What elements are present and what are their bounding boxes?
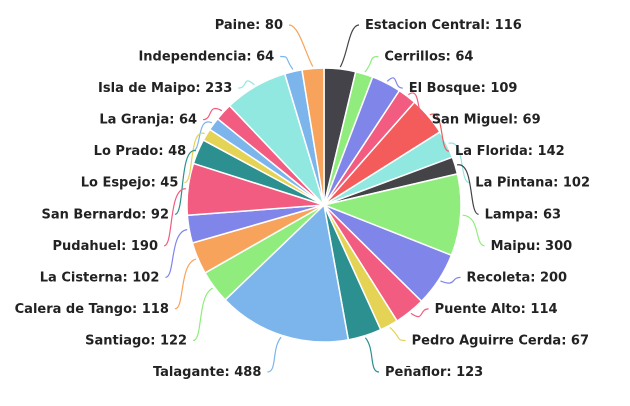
leader-line-la-granja <box>202 108 223 121</box>
leader-line-paine <box>288 24 314 67</box>
leader-line-cerrillos <box>364 55 379 73</box>
data-label-la-florida: La Florida: 142 <box>455 144 565 159</box>
leader-line-pedro-aguirre-cerda <box>389 326 406 342</box>
data-label-san-miguel: San Miguel: 69 <box>432 113 541 128</box>
data-label-penaflor: Peñaflor: 123 <box>385 365 483 380</box>
leader-line-isla-de-maipo <box>238 80 255 89</box>
data-label-lo-prado: Lo Prado: 48 <box>94 144 187 159</box>
data-label-la-pintana: La Pintana: 102 <box>475 176 590 191</box>
data-label-lampa: Lampa: 63 <box>485 207 561 222</box>
data-label-independencia: Independencia: 64 <box>138 50 274 65</box>
leader-line-estacion-central <box>339 24 360 68</box>
leader-line-la-pintana <box>448 142 470 184</box>
data-label-santiago: Santiago: 122 <box>85 334 187 349</box>
data-label-puente-alto: Puente Alto: 114 <box>435 302 558 317</box>
leader-line-el-bosque <box>386 77 403 89</box>
leader-line-san-bernardo <box>174 150 197 215</box>
leader-line-penaflor <box>364 337 380 373</box>
leader-line-lo-espejo <box>184 132 205 184</box>
data-label-maipu: Maipu: 300 <box>491 239 573 254</box>
leader-line-la-cisterna <box>165 229 188 278</box>
leader-line-puente-alto <box>410 308 429 318</box>
data-label-san-bernardo: San Bernardo: 92 <box>41 207 169 222</box>
data-label-estacion-central: Estacion Central: 116 <box>365 18 522 33</box>
leader-line-santiago <box>192 287 214 342</box>
pie-labels: Estacion Central: 116 Cerrillos: 64 El Bos… <box>15 18 590 380</box>
leader-line-maipu <box>462 214 485 247</box>
data-label-recoleta: Recoleta: 200 <box>467 270 568 285</box>
leader-line-calera-de-tango <box>174 258 197 310</box>
leader-line-recoleta <box>440 276 461 284</box>
data-label-el-bosque: El Bosque: 109 <box>409 81 518 96</box>
data-label-la-cisterna: La Cisterna: 102 <box>40 270 160 285</box>
pie-slice-talagante[interactable] <box>224 203 350 343</box>
data-label-lo-espejo: Lo Espejo: 45 <box>81 176 179 191</box>
pie-slice-maipu[interactable] <box>321 172 462 257</box>
data-label-pedro-aguirre-cerda: Pedro Aguirre Cerda: 67 <box>412 334 589 349</box>
leader-line-san-miguel <box>408 92 426 121</box>
data-label-isla-de-maipo: Isla de Maipo: 233 <box>98 81 232 96</box>
leader-line-la-florida <box>429 113 450 152</box>
leader-line-independencia <box>280 55 294 70</box>
data-label-talagante: Talagante: 488 <box>153 365 261 380</box>
pie-leader-lines <box>163 24 485 373</box>
data-label-paine: Paine: 80 <box>215 18 283 33</box>
pie-slices <box>186 67 462 343</box>
data-label-calera-de-tango: Calera de Tango: 118 <box>15 302 169 317</box>
leader-line-pudahuel <box>163 188 187 247</box>
leader-line-talagante <box>267 336 282 373</box>
data-label-pudahuel: Pudahuel: 190 <box>52 239 158 254</box>
data-label-la-granja: La Granja: 64 <box>99 113 197 128</box>
leader-line-lampa <box>456 164 479 215</box>
data-label-cerrillos: Cerrillos: 64 <box>384 50 473 65</box>
pie-slice-paine[interactable] <box>301 67 325 206</box>
